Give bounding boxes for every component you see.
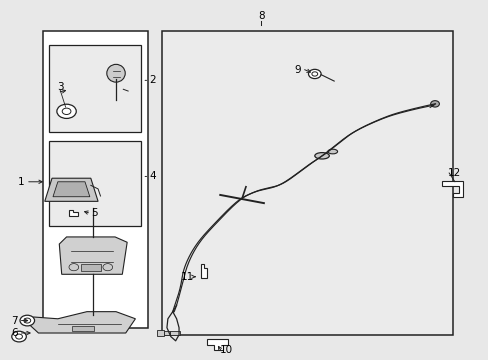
Circle shape <box>102 264 112 271</box>
Text: 11: 11 <box>180 272 194 282</box>
Polygon shape <box>207 339 227 350</box>
Text: 5: 5 <box>91 208 97 218</box>
Bar <box>49 45 141 132</box>
Bar <box>169 331 179 335</box>
Text: 6: 6 <box>11 328 18 338</box>
Circle shape <box>20 315 35 326</box>
Polygon shape <box>29 312 135 333</box>
Ellipse shape <box>327 149 337 154</box>
Text: 1: 1 <box>18 177 25 187</box>
Circle shape <box>311 72 317 76</box>
Bar <box>163 331 169 335</box>
Text: 12: 12 <box>447 168 461 178</box>
Circle shape <box>62 108 71 114</box>
Text: 7: 7 <box>11 316 18 325</box>
Circle shape <box>57 104 76 118</box>
Bar <box>49 141 141 226</box>
Circle shape <box>430 101 439 107</box>
Text: 4: 4 <box>149 171 155 181</box>
Bar <box>72 326 94 331</box>
Polygon shape <box>53 182 90 197</box>
Polygon shape <box>68 210 78 216</box>
Text: 2: 2 <box>149 75 155 85</box>
Text: 8: 8 <box>258 11 264 21</box>
Bar <box>157 330 163 336</box>
Text: 9: 9 <box>294 65 301 75</box>
Circle shape <box>308 69 321 78</box>
Circle shape <box>12 331 26 342</box>
Text: 3: 3 <box>57 82 63 93</box>
Text: 10: 10 <box>220 345 233 355</box>
Bar <box>43 31 147 328</box>
Ellipse shape <box>106 64 125 82</box>
Circle shape <box>16 334 22 339</box>
Bar <box>81 264 101 271</box>
Polygon shape <box>442 181 462 197</box>
Circle shape <box>24 318 31 323</box>
Bar <box>162 31 452 335</box>
Polygon shape <box>201 264 206 278</box>
Ellipse shape <box>314 153 329 159</box>
Circle shape <box>69 264 79 271</box>
Polygon shape <box>45 178 98 201</box>
Polygon shape <box>59 237 127 274</box>
